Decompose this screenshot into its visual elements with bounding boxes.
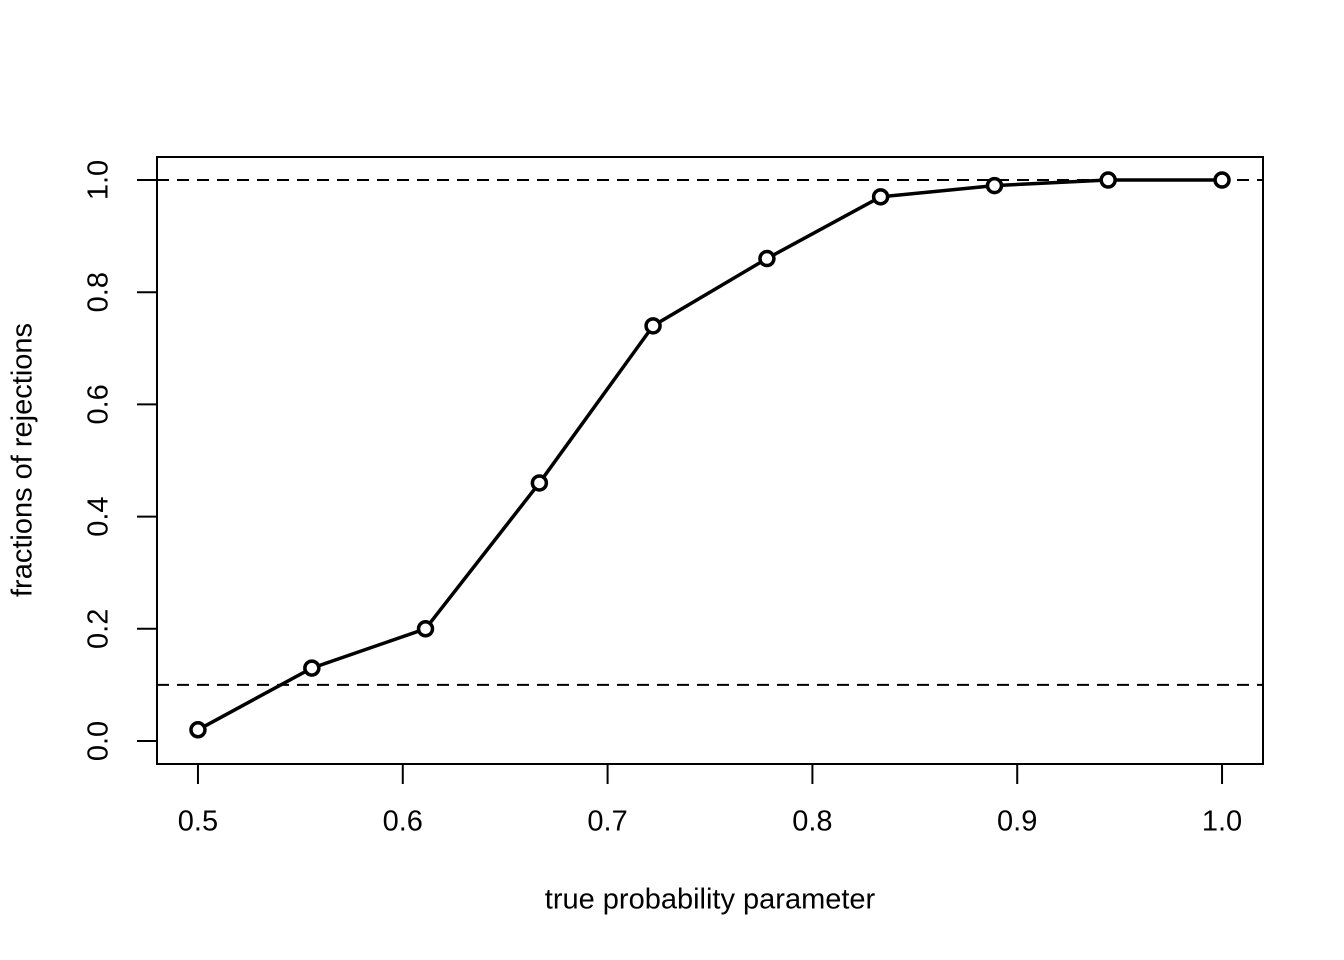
y-tick-label: 0.8 xyxy=(83,272,115,312)
x-tick-label: 0.5 xyxy=(178,806,218,838)
plot-box xyxy=(156,156,1264,765)
data-point xyxy=(303,659,321,677)
data-point xyxy=(758,249,776,268)
data-point xyxy=(1099,171,1117,189)
y-tick-label: 0.2 xyxy=(83,609,115,649)
y-tick-label: 0.6 xyxy=(83,384,115,424)
data-line xyxy=(197,178,1223,732)
data-point xyxy=(530,474,549,492)
data-point xyxy=(985,176,1004,195)
data-point xyxy=(189,721,207,739)
x-axis-title: true probability parameter xyxy=(545,884,876,916)
x-tick-label: 0.6 xyxy=(383,806,423,838)
data-point xyxy=(871,188,890,206)
y-tick-label: 0.4 xyxy=(83,496,115,536)
x-tick-label: 0.9 xyxy=(997,806,1037,838)
data-point xyxy=(1213,171,1231,189)
y-axis-title: fractions of rejections xyxy=(7,323,39,597)
y-tick-label: 0.0 xyxy=(83,721,115,761)
data-point xyxy=(416,620,435,638)
x-tick-label: 0.8 xyxy=(792,806,832,838)
x-tick-label: 0.7 xyxy=(587,806,627,838)
y-tick-label: 1.0 xyxy=(83,160,115,200)
x-tick-label: 1.0 xyxy=(1202,806,1242,838)
data-point xyxy=(644,317,662,335)
